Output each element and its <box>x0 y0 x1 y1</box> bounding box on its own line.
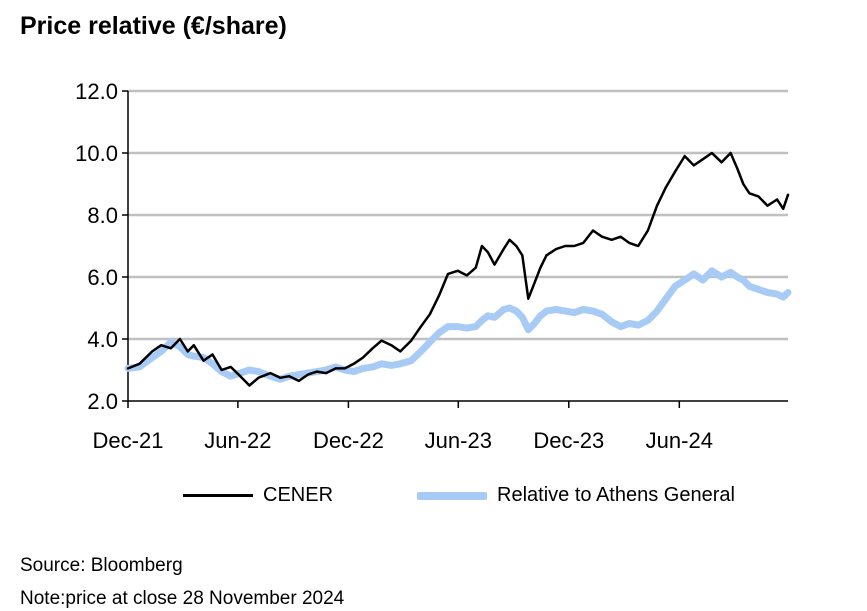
y-tick-label: 10.0 <box>75 141 118 166</box>
chart-title: Price relative (€/share) <box>20 12 287 40</box>
y-tick-label: 8.0 <box>87 203 118 228</box>
y-tick-label: 6.0 <box>87 265 118 290</box>
series-lines <box>124 151 792 387</box>
x-tick-label: Dec-22 <box>313 428 384 453</box>
series-line-relative <box>124 267 792 383</box>
y-tick-label: 4.0 <box>87 327 118 352</box>
axes <box>122 90 788 408</box>
y-tick-label: 12.0 <box>75 79 118 104</box>
gridlines <box>128 89 788 341</box>
series-line-cener <box>126 151 790 387</box>
legend-item-relative: Relative to Athens General <box>417 484 735 507</box>
x-tick-label: Dec-21 <box>93 428 164 453</box>
source-note: Source: Bloomberg <box>20 555 183 576</box>
price-note: Note:price at close 28 November 2024 <box>20 588 345 609</box>
line-chart: 2.0 4.0 6.0 8.0 10.0 12.0 Dec-21 Jun-22 Dec-22 J… <box>75 79 792 453</box>
x-tick-label: Jun-24 <box>646 428 713 453</box>
y-tick-labels: 2.0 4.0 6.0 8.0 10.0 12.0 <box>75 79 118 414</box>
legend-label-relative: Relative to Athens General <box>497 484 735 506</box>
legend-swatch-relative <box>417 491 487 500</box>
legend-swatch-cener <box>183 494 253 497</box>
x-tick-label: Jun-22 <box>204 428 271 453</box>
y-tick-label: 2.0 <box>87 389 118 414</box>
legend-label-cener: CENER <box>263 484 334 506</box>
legend-item-cener: CENER <box>183 484 333 507</box>
x-tick-label: Dec-23 <box>533 428 604 453</box>
x-tick-label: Jun-23 <box>425 428 492 453</box>
x-tick-labels: Dec-21 Jun-22 Dec-22 Jun-23 Dec-23 Jun-24 <box>93 428 713 453</box>
